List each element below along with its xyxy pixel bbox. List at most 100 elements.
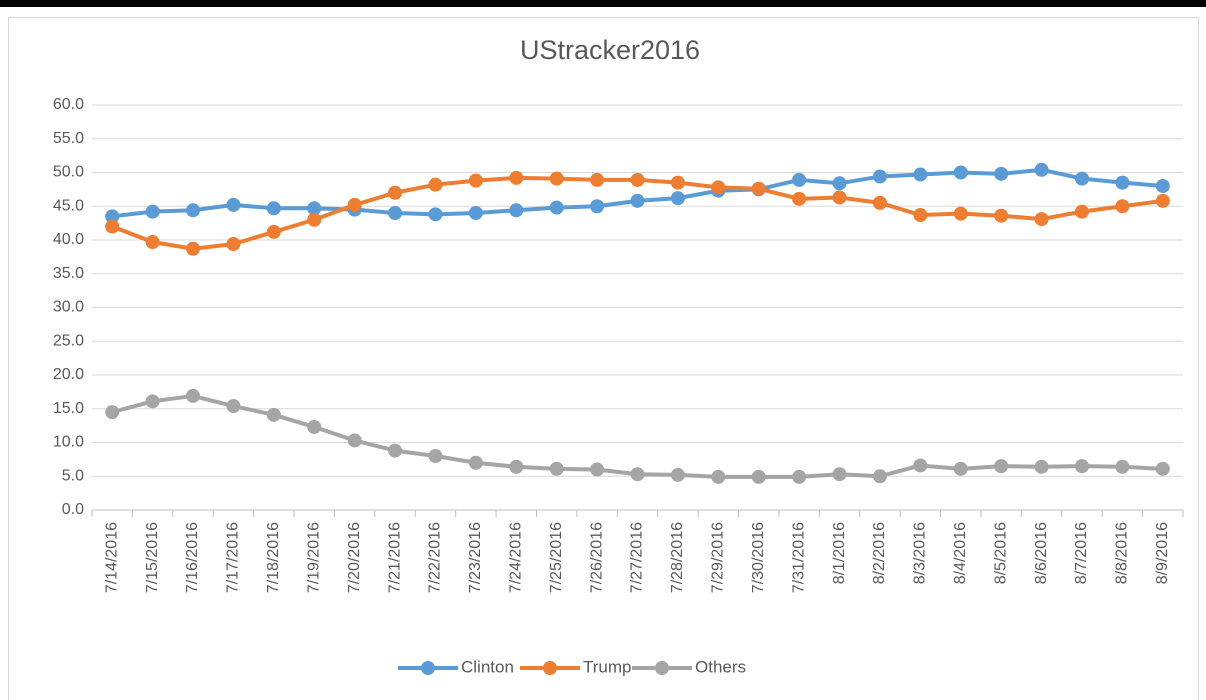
data-point [630,172,645,187]
data-point [226,237,241,252]
legend-label: Clinton [461,657,514,676]
data-point [792,191,807,206]
data-point [145,394,160,409]
data-point [468,455,483,470]
data-point [630,193,645,208]
data-point [428,177,443,192]
x-tick-label: 8/4/2016 [952,522,969,584]
data-point [1115,459,1130,474]
data-point [1155,193,1170,208]
data-point [428,207,443,222]
data-point [428,449,443,463]
data-point [266,201,281,216]
data-point [549,461,564,476]
y-tick-label: 45.0 [53,197,84,214]
data-point [872,195,887,210]
data-point [913,208,928,223]
x-tick-label: 8/1/2016 [831,522,848,584]
data-point [388,443,403,458]
legend-marker [543,661,557,675]
data-point [468,173,483,188]
x-tick-label: 7/17/2016 [225,522,242,593]
data-point [1155,179,1170,193]
x-tick-label: 7/18/2016 [265,522,282,593]
data-point [105,209,120,224]
data-point [711,469,726,484]
data-point [509,203,524,218]
x-tick-label: 8/2/2016 [871,522,888,584]
data-point [1034,459,1049,474]
x-tick-label: 7/15/2016 [144,522,161,593]
data-point [1074,171,1089,186]
x-tick-label: 7/26/2016 [588,522,605,593]
data-point [953,461,968,476]
data-point [590,172,605,187]
legend-label: Others [695,657,746,676]
x-tick-label: 7/28/2016 [669,522,686,593]
data-point [145,204,160,219]
data-point [388,185,403,200]
top-bar [0,0,1206,7]
x-tick-label: 7/14/2016 [103,522,120,593]
legend-label: Trump [583,657,632,676]
data-point [1034,162,1049,177]
chart-border [8,17,1199,700]
data-point [953,206,968,221]
data-point [1074,204,1089,219]
data-point [792,469,807,484]
data-point [872,469,887,484]
data-point [670,467,685,482]
y-tick-label: 60.0 [53,96,84,113]
data-point [1034,212,1049,227]
y-tick-label: 20.0 [53,366,84,383]
y-tick-label: 10.0 [53,434,84,451]
data-point [590,462,605,477]
data-point [266,407,281,422]
x-tick-label: 7/20/2016 [346,522,363,593]
data-point [226,197,241,212]
y-tick-label: 50.0 [53,164,84,181]
data-point [105,405,120,420]
x-tick-label: 7/24/2016 [507,522,524,593]
data-point [186,388,201,403]
data-point [711,180,726,195]
y-tick-label: 0.0 [62,501,84,518]
y-tick-label: 30.0 [53,299,84,316]
x-tick-label: 8/6/2016 [1033,522,1050,584]
y-tick-label: 15.0 [53,400,84,417]
legend-marker [655,661,669,675]
data-point [590,199,605,214]
x-tick-label: 8/8/2016 [1114,522,1131,584]
chart-title: UStracker2016 [520,35,700,65]
data-point [186,241,201,256]
data-point [913,167,928,182]
x-tick-label: 7/21/2016 [386,522,403,593]
x-tick-label: 8/3/2016 [912,522,929,584]
x-tick-label: 8/7/2016 [1073,522,1090,584]
data-point [751,469,766,484]
data-point [266,224,281,239]
data-point [630,467,645,482]
data-point [509,459,524,474]
x-tick-label: 7/27/2016 [629,522,646,593]
data-point [105,219,120,234]
data-point [468,206,483,220]
legend-marker [421,661,435,675]
data-point [1074,459,1089,474]
data-point [145,235,160,250]
x-tick-label: 7/23/2016 [467,522,484,593]
data-point [832,176,847,191]
data-point [994,208,1009,223]
data-point [549,171,564,186]
data-point [832,190,847,205]
data-point [388,206,403,220]
y-tick-label: 40.0 [53,231,84,248]
data-point [913,458,928,473]
data-point [186,203,201,218]
x-tick-label: 7/29/2016 [710,522,727,593]
data-point [1115,199,1130,214]
data-point [347,197,362,212]
data-point [994,459,1009,474]
x-tick-label: 7/16/2016 [184,522,201,593]
